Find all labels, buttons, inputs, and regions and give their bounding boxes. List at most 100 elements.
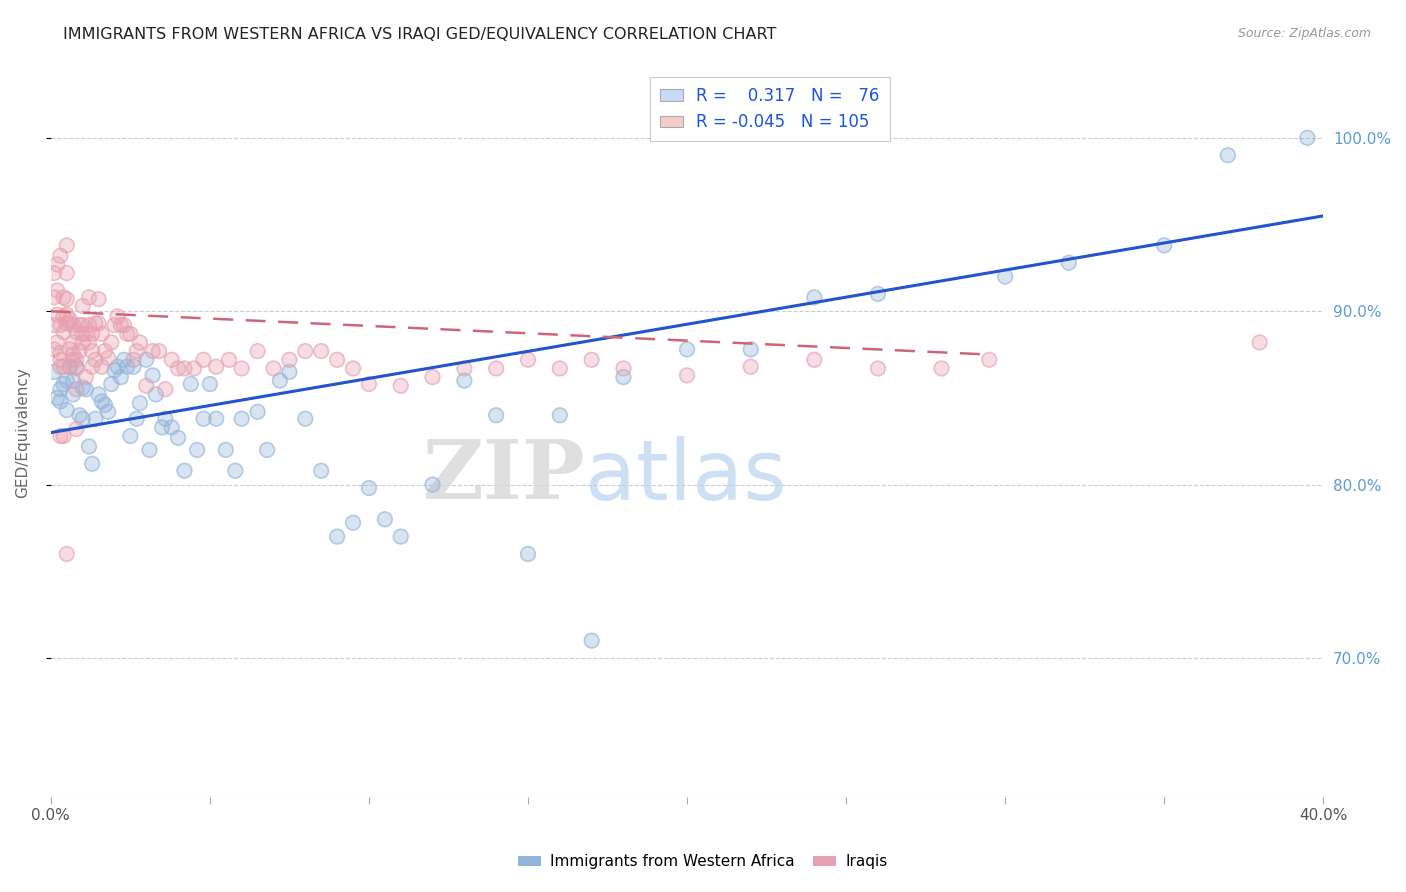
Point [612, 370, 634, 384]
Point [62, 348, 84, 362]
Point [1153, 238, 1175, 252]
Point [103, 363, 125, 377]
Point [167, 431, 190, 445]
Point [517, 547, 540, 561]
Point [100, 335, 122, 350]
Point [62, 348, 84, 362]
Point [97, 405, 120, 419]
Point [803, 290, 825, 304]
Point [198, 377, 221, 392]
Point [215, 442, 238, 457]
Point [62, 335, 84, 350]
Point [107, 359, 129, 374]
Point [517, 547, 540, 561]
Point [294, 411, 316, 425]
Point [224, 464, 246, 478]
Point [138, 442, 160, 457]
Point [389, 378, 412, 392]
Point [453, 361, 475, 376]
Point [374, 512, 396, 526]
Point [180, 377, 202, 392]
Point [107, 310, 129, 324]
Point [49, 346, 72, 360]
Point [150, 420, 173, 434]
Point [49, 352, 72, 367]
Point [52, 310, 75, 324]
Point [69, 409, 91, 423]
Point [180, 377, 202, 392]
Point [357, 481, 380, 495]
Point [155, 411, 177, 425]
Point [46, 257, 69, 271]
Point [125, 344, 148, 359]
Point [125, 411, 148, 425]
Point [55, 266, 77, 280]
Point [90, 359, 112, 374]
Point [55, 547, 77, 561]
Point [246, 344, 269, 359]
Point [42, 266, 65, 280]
Point [87, 387, 110, 401]
Point [1153, 238, 1175, 252]
Point [142, 368, 165, 383]
Point [155, 382, 177, 396]
Point [389, 530, 412, 544]
Point [77, 440, 100, 454]
Point [803, 352, 825, 367]
Point [49, 318, 72, 332]
Point [52, 290, 75, 304]
Point [107, 359, 129, 374]
Point [42, 290, 65, 304]
Point [69, 344, 91, 359]
Point [49, 346, 72, 360]
Point [49, 249, 72, 263]
Point [278, 352, 301, 367]
Point [97, 405, 120, 419]
Point [49, 359, 72, 374]
Point [72, 318, 94, 332]
Point [112, 352, 135, 367]
Point [422, 370, 444, 384]
Point [82, 326, 104, 341]
Point [84, 411, 107, 425]
Point [160, 352, 183, 367]
Point [215, 442, 238, 457]
Point [1057, 256, 1080, 270]
Point [72, 326, 94, 341]
Point [263, 361, 285, 376]
Point [803, 290, 825, 304]
Point [59, 343, 82, 357]
Point [278, 352, 301, 367]
Point [46, 308, 69, 322]
Point [138, 442, 160, 457]
Point [326, 352, 349, 367]
Point [55, 374, 77, 388]
Point [112, 352, 135, 367]
Point [72, 299, 94, 313]
Point [294, 411, 316, 425]
Point [142, 344, 165, 359]
Point [84, 317, 107, 331]
Point [87, 317, 110, 331]
Point [49, 359, 72, 374]
Point [65, 422, 87, 436]
Point [309, 464, 332, 478]
Point [82, 457, 104, 471]
Point [52, 429, 75, 443]
Point [94, 344, 117, 359]
Point [129, 396, 152, 410]
Point [77, 318, 100, 332]
Point [103, 318, 125, 332]
Point [62, 352, 84, 367]
Point [866, 361, 889, 376]
Point [112, 318, 135, 332]
Point [676, 368, 699, 383]
Point [55, 292, 77, 306]
Point [866, 286, 889, 301]
Point [148, 344, 170, 359]
Point [173, 361, 195, 376]
Point [246, 405, 269, 419]
Point [52, 325, 75, 339]
Point [269, 374, 291, 388]
Point [740, 359, 762, 374]
